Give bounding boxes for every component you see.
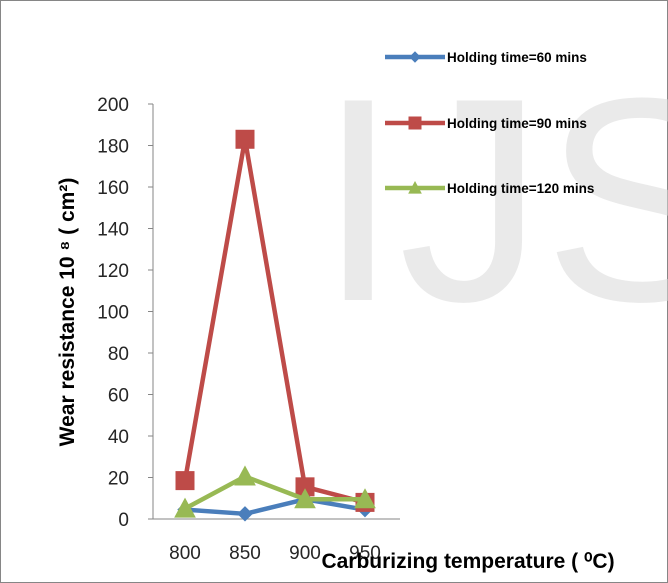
legend-marker	[408, 116, 422, 130]
y-tick-labels: 0 20 40 60 80 100 120 140 160 180 200	[97, 95, 129, 531]
y-tick-label: 200	[97, 95, 129, 116]
data-point-marker	[175, 471, 195, 491]
legend-item-1: Holding time=60 mins	[385, 50, 587, 65]
x-tick-label: 800	[169, 543, 201, 564]
series-line	[184, 497, 366, 517]
axes	[148, 103, 400, 520]
legend-item-3: Holding time=120 mins	[385, 180, 594, 196]
legend-label: Holding time=120 mins	[447, 181, 594, 196]
legend-label: Holding time=90 mins	[447, 116, 587, 131]
series-line	[182, 137, 366, 505]
legend-marker	[409, 51, 421, 63]
data-point-marker	[235, 129, 255, 149]
legend-label: Holding time=60 mins	[447, 50, 587, 65]
series-line	[183, 474, 365, 511]
x-tick-label: 900	[289, 543, 321, 564]
data-point-marker	[237, 506, 253, 522]
y-tick-label: 80	[108, 344, 129, 365]
legend-item-2: Holding time=90 mins	[385, 116, 587, 131]
y-tick-label: 100	[97, 303, 129, 324]
y-tick-label: 0	[118, 510, 129, 531]
y-tick-label: 40	[108, 427, 129, 448]
y-axis-title: Wear resistance 10 ⁸ ( cm²)	[56, 178, 79, 447]
y-tick-label: 20	[108, 469, 129, 490]
x-tick-labels: 800 850 900 950	[169, 543, 381, 564]
y-tick-label: 160	[97, 178, 129, 199]
x-tick-label: 950	[349, 543, 381, 564]
legend-marker	[408, 180, 422, 194]
data-point-marker	[294, 488, 316, 509]
y-tick-label: 180	[97, 137, 129, 158]
series-group	[174, 129, 376, 522]
y-tick-label: 60	[108, 386, 129, 407]
watermark: IJS	[318, 38, 668, 362]
data-point-marker	[354, 488, 376, 509]
data-point-marker	[174, 497, 196, 518]
legend: Holding time=60 mins Holding time=90 mins…	[385, 50, 594, 196]
y-tick-label: 140	[97, 220, 129, 241]
x-tick-label: 850	[229, 543, 261, 564]
data-point-marker	[234, 465, 256, 486]
series-3	[174, 465, 376, 518]
y-tick-label: 120	[97, 261, 129, 282]
x-axis-title: Carburizing temperature ( ⁰C)	[321, 550, 614, 573]
